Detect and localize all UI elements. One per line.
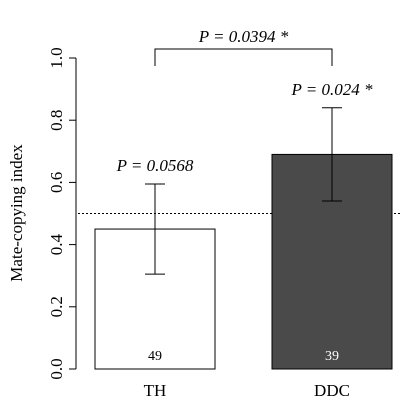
category-label: TH — [144, 381, 167, 400]
category-labels: TH DDC — [144, 381, 350, 400]
category-label: DDC — [314, 381, 350, 400]
y-tick-label: 0.0 — [47, 358, 66, 379]
p-value-annotation: P = 0.024 * — [290, 80, 373, 99]
comparison-p-value: P = 0.0394 * — [198, 27, 289, 46]
error-bars — [145, 107, 342, 275]
y-tick-label: 0.4 — [47, 233, 66, 255]
y-axis-label: Mate-copying index — [7, 144, 26, 282]
comparison-bracket — [154, 48, 333, 66]
sample-size-label: 49 — [148, 349, 162, 364]
y-tick-label: 0.8 — [47, 110, 66, 131]
p-value-annotation: P = 0.0568 — [116, 156, 194, 175]
annotations: P = 0.0568 P = 0.024 * — [116, 80, 373, 175]
y-tick-label: 0.2 — [47, 296, 66, 317]
y-tick-label: 0.6 — [47, 172, 66, 193]
comparison-bracket-group: P = 0.0394 * — [154, 27, 333, 66]
bars: 49 39 — [94, 153, 393, 370]
y-axis: 0.0 0.2 0.4 0.6 0.8 1.0 — [47, 47, 77, 380]
y-tick-label: 1.0 — [47, 47, 66, 68]
sample-size-label: 39 — [325, 349, 339, 364]
